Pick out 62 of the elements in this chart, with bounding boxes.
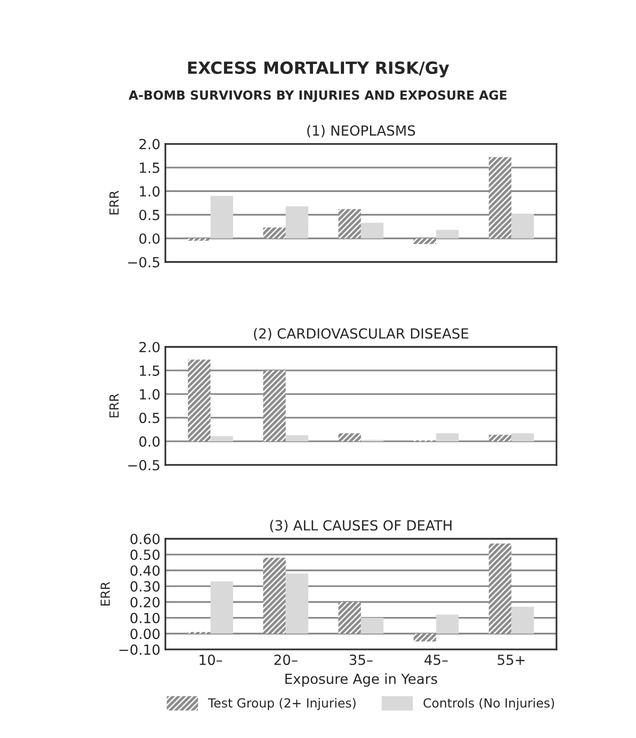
bar: [263, 370, 286, 442]
bar: [436, 433, 459, 442]
text: (2) CARDIOVASCULAR DISEASE: [254, 328, 468, 340]
bar: [286, 435, 308, 442]
y-tick-label: 0.0: [139, 233, 160, 244]
bar: [338, 209, 361, 238]
chart-subtitle: A-BOMB SURVIVORS BY INJURIES AND EXPOSURE AGE: [128, 90, 506, 102]
legend-label: Test Group (2+ Injuries): [208, 698, 356, 710]
bar: [360, 222, 384, 238]
bar: [263, 558, 286, 634]
y-tick-label: 2.0: [139, 138, 160, 150]
y-tick-label: 0.20: [130, 596, 160, 608]
bar: [436, 614, 459, 634]
text: (3) ALL CAUSES OF DEATH: [270, 520, 452, 532]
bar: [210, 436, 234, 442]
y-tick-label: −0.10: [119, 644, 160, 655]
y-tick-label: 1.5: [140, 366, 160, 376]
y-axis-title: ERR: [110, 394, 119, 418]
x-tick-label: 35–: [350, 654, 373, 666]
bar: [414, 238, 436, 244]
bar: [511, 606, 534, 634]
y-axis-title: ERR: [110, 190, 119, 214]
y-tick-label: 0.5: [139, 210, 160, 220]
x-tick-label: 55+: [498, 654, 525, 666]
y-tick-label: 0.0: [139, 436, 160, 447]
bar: [488, 434, 512, 442]
bar: [488, 157, 512, 238]
bar: [286, 206, 308, 238]
text: (1) NEOPLASMS: [307, 125, 416, 138]
y-tick-label: 0.30: [130, 581, 160, 592]
y-tick-label: 0.00: [130, 628, 160, 640]
bar: [360, 618, 384, 634]
bar: [488, 543, 512, 634]
bar: [511, 433, 534, 442]
y-tick-label: −0.5: [128, 460, 160, 470]
bar: [210, 196, 234, 238]
bar: [511, 214, 534, 238]
y-tick-label: 1.5: [140, 162, 160, 173]
y-tick-label: 0.50: [130, 550, 160, 560]
y-tick-label: 2.0: [139, 342, 160, 352]
y-tick-label: 1.0: [140, 389, 160, 400]
y-axis-title: ERR: [100, 582, 110, 606]
x-tick-label: 20–: [274, 654, 298, 666]
legend-label: Controls (No Injuries): [424, 698, 554, 710]
x-axis-title: Exposure Age in Years: [285, 673, 438, 687]
y-tick-label: 1.0: [140, 186, 160, 197]
bar: [436, 230, 459, 238]
bar: [210, 581, 234, 634]
bar: [188, 360, 210, 442]
bar: [338, 602, 361, 634]
bar: [338, 433, 361, 442]
x-tick-label: 10–: [200, 654, 222, 666]
bar: [263, 228, 286, 238]
y-tick-label: 0.60: [130, 534, 160, 544]
chart-title: EXCESS MORTALITY RISK/Gy: [188, 61, 450, 78]
y-tick-label: 0.40: [130, 565, 160, 576]
y-tick-label: 0.5: [139, 412, 160, 424]
bar: [414, 634, 436, 642]
bar: [286, 574, 308, 634]
y-tick-label: 0.10: [130, 612, 160, 624]
y-tick-label: −0.5: [128, 256, 160, 268]
x-tick-label: 45–: [424, 654, 448, 666]
